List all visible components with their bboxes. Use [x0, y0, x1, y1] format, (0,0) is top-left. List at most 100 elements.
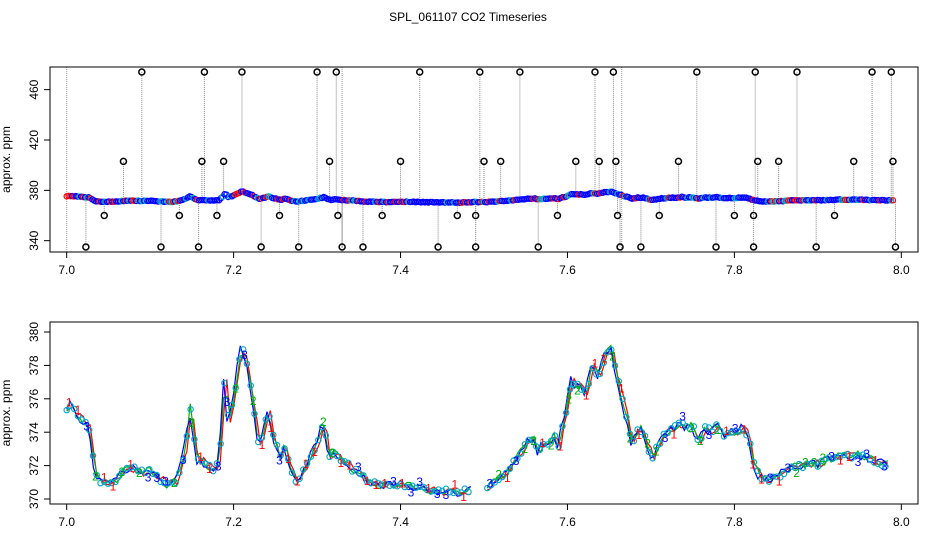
- outlier-point: [693, 68, 701, 76]
- series-label-3: 3: [408, 486, 415, 500]
- outlier-point: [332, 68, 341, 76]
- series-marker-o: [814, 463, 822, 470]
- series-label-2: 2: [232, 381, 239, 395]
- outlier-point: [434, 243, 442, 251]
- series-marker-o: [777, 474, 784, 481]
- series-marker-o: [773, 473, 780, 480]
- series-marker-o: [412, 484, 420, 491]
- series-marker-o: [266, 413, 273, 420]
- series-label-3: 3: [855, 455, 862, 469]
- series-label-1: 1: [346, 459, 353, 473]
- series-marker-o: [119, 468, 127, 476]
- series-marker-o: [559, 422, 566, 430]
- series-marker-o: [70, 405, 78, 413]
- series-marker-o: [446, 489, 454, 496]
- series-marker-o: [285, 455, 292, 463]
- series-marker-o: [461, 485, 469, 492]
- series-marker-o: [416, 483, 423, 491]
- series-label-3: 3: [416, 475, 423, 489]
- series-marker-o: [529, 436, 536, 443]
- series-marker-o: [307, 453, 315, 461]
- series-marker-o: [251, 410, 258, 418]
- outlier-point: [275, 211, 284, 220]
- series-label-2: 2: [811, 456, 818, 470]
- series-marker-o: [713, 421, 720, 428]
- outlier-point: [812, 243, 820, 251]
- series-marker-o: [844, 451, 852, 458]
- outlier-point: [749, 211, 758, 220]
- series-marker-o: [85, 426, 93, 434]
- series-marker-o: [795, 460, 803, 468]
- series-label-1: 1: [600, 351, 607, 365]
- series-marker-o: [112, 478, 119, 486]
- series-label-3: 3: [434, 487, 441, 501]
- series-label-3: 3: [513, 454, 520, 468]
- series-marker-o: [840, 451, 848, 459]
- series-marker-o: [89, 452, 97, 459]
- series-marker-o: [337, 457, 345, 465]
- raw-data-point: [889, 197, 897, 204]
- outlier-point: [637, 243, 645, 251]
- series-marker-o: [93, 471, 100, 479]
- series-label-3: 3: [162, 474, 169, 488]
- outlier-point: [516, 68, 524, 76]
- outlier-point: [595, 157, 603, 166]
- series-label-3: 3: [224, 395, 231, 409]
- series-marker-o: [431, 487, 439, 495]
- series-marker-o: [303, 460, 311, 467]
- series-marker-o: [273, 441, 281, 449]
- x-tick-label: 7.8: [726, 515, 743, 529]
- series-marker-o: [142, 469, 149, 477]
- series-marker-o: [318, 423, 326, 431]
- series-marker-o: [743, 431, 750, 439]
- series-marker-o: [236, 356, 243, 363]
- series-marker-o: [660, 430, 668, 438]
- series-marker-o: [878, 462, 885, 469]
- outlier-point: [213, 211, 221, 220]
- series-marker-o: [668, 425, 675, 432]
- outlier-point: [138, 68, 146, 76]
- y-tick-label: 378: [27, 355, 41, 375]
- outlier-point: [616, 243, 624, 251]
- series-marker-o: [322, 432, 330, 439]
- series-marker-o: [870, 459, 878, 466]
- series-marker-o: [172, 479, 179, 487]
- series-marker-o: [705, 424, 713, 431]
- series-label-3: 3: [767, 471, 774, 485]
- outlier-point: [238, 68, 246, 76]
- series-marker-o: [390, 481, 397, 489]
- series-label-1: 1: [197, 450, 204, 464]
- x-tick-label: 7.4: [392, 515, 409, 529]
- series-marker-o: [228, 401, 236, 409]
- series-marker-o: [63, 406, 70, 414]
- series-marker-o: [724, 429, 731, 437]
- series-marker-o: [852, 452, 859, 459]
- series-marker-o: [371, 478, 378, 485]
- x-tick-label: 8.0: [893, 515, 910, 529]
- series-label-1: 1: [259, 438, 266, 452]
- series-marker-o: [803, 460, 810, 468]
- series-marker-o: [780, 470, 788, 478]
- series-label-2: 2: [802, 456, 809, 470]
- series-label-3: 3: [276, 453, 283, 467]
- series-marker-o: [694, 436, 701, 443]
- series-label-1: 1: [776, 475, 783, 489]
- x-tick-label: 8.0: [893, 263, 910, 277]
- series-label-1: 1: [618, 382, 625, 396]
- series-marker-o: [859, 451, 867, 458]
- series-marker-o: [653, 443, 660, 451]
- series-marker-o: [855, 452, 863, 459]
- series-label-3: 3: [784, 461, 791, 475]
- series-label-2: 2: [522, 442, 529, 456]
- series-marker-o: [213, 460, 221, 467]
- series-label-2: 2: [171, 476, 178, 490]
- figure-title: SPL_061107 CO2 Timeseries: [389, 10, 547, 24]
- series-label-1: 1: [267, 421, 274, 435]
- series-marker-o: [574, 380, 581, 388]
- outlier-point: [453, 211, 462, 220]
- series-label-1: 1: [504, 471, 511, 485]
- series-marker-o: [367, 479, 375, 487]
- y-tick-label: 340: [27, 230, 41, 250]
- series-marker-o: [239, 346, 247, 353]
- series-label-2: 2: [609, 350, 616, 364]
